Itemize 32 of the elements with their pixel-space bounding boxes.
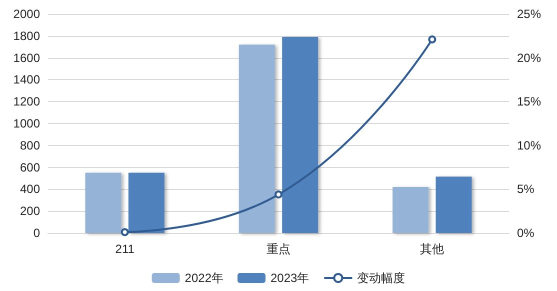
- y2-tick-label: 15%: [517, 94, 542, 109]
- bar: [128, 172, 164, 233]
- y-tick-label: 600: [20, 160, 40, 174]
- bar: [282, 36, 318, 233]
- x-tick-label: 重点: [266, 242, 290, 256]
- y-tick-label: 800: [20, 138, 40, 152]
- point: [120, 228, 129, 236]
- bar: [238, 44, 275, 233]
- y2-tick-label: 10%: [517, 138, 542, 152]
- bar: [436, 176, 472, 233]
- y-tick-label: 1200: [13, 94, 40, 109]
- y-tick-label: 1000: [13, 116, 40, 130]
- y-tick-label: 0: [33, 226, 40, 240]
- y-tick-label: 400: [20, 182, 40, 196]
- y2-tick-label: 0%: [517, 226, 535, 240]
- legend-label: 2023年: [270, 271, 310, 285]
- y-tick-label: 200: [20, 204, 40, 218]
- y-tick-label: 1800: [13, 28, 40, 43]
- y-tick-label: 2000: [13, 7, 40, 21]
- y2-tick-label: 25%: [517, 7, 542, 21]
- bar: [85, 172, 122, 233]
- y-tick-label: 1600: [13, 50, 40, 65]
- legend-label: 2022年: [184, 271, 224, 285]
- point: [428, 35, 436, 44]
- x-tick-label: 211: [115, 242, 135, 256]
- bar: [392, 187, 429, 233]
- y2-tick-label: 20%: [517, 50, 542, 65]
- y-tick-label: 1400: [13, 72, 40, 87]
- y2-tick-label: 5%: [517, 182, 535, 196]
- legend-label: 变动幅度: [357, 271, 406, 285]
- x-tick-label: 其他: [420, 242, 444, 256]
- point: [274, 190, 282, 198]
